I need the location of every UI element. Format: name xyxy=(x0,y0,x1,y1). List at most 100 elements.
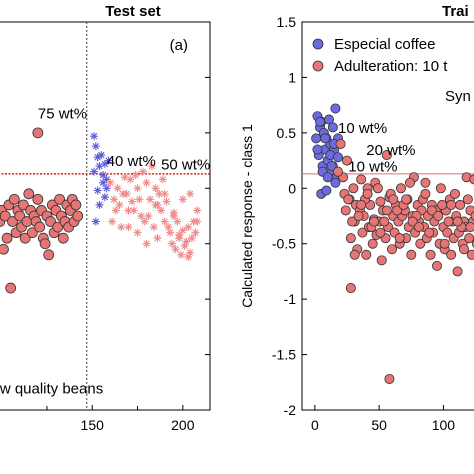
left-point-pink xyxy=(117,223,126,232)
right-point-adulteration xyxy=(356,199,367,210)
right-y-tick-label: 0 xyxy=(288,180,296,196)
right-point-adulteration xyxy=(415,238,426,249)
right-legend: Especial coffee Adulteration: 10 t Syn xyxy=(312,36,471,105)
left-point-blue xyxy=(100,193,109,202)
left-point-pink xyxy=(158,175,167,184)
right-point-adulteration xyxy=(433,210,444,221)
left-point-pink xyxy=(133,228,142,237)
right-point-especial xyxy=(330,103,341,114)
left-point xyxy=(70,199,82,211)
left-point-pink xyxy=(184,253,193,262)
right-point-adulteration xyxy=(395,183,406,194)
right-y-tick-label: 0.5 xyxy=(277,125,297,141)
right-point-adulteration xyxy=(345,233,356,244)
right-x-tick-label: 100 xyxy=(432,417,456,433)
right-y-tick-label: -0.5 xyxy=(272,236,296,252)
left-point xyxy=(45,216,56,227)
left-point-pink xyxy=(140,217,149,226)
right-point-adulteration xyxy=(437,199,448,210)
right-point-especial xyxy=(321,185,332,196)
right-point-especial xyxy=(322,172,333,183)
right-point-adulteration xyxy=(446,199,457,210)
left-point-pink xyxy=(186,189,195,198)
right-annotations: 10 wt%20 wt%10 wt% xyxy=(338,120,415,176)
left-point-pink xyxy=(166,228,175,237)
right-point-adulteration xyxy=(388,194,399,205)
right-point-especial xyxy=(327,122,338,133)
left-point xyxy=(0,243,9,255)
right-point-adulteration xyxy=(343,194,354,205)
right-point-adulteration xyxy=(332,166,343,177)
left-plot-frame xyxy=(0,21,211,411)
right-point-adulteration xyxy=(394,233,405,244)
right-point-adulteration xyxy=(375,196,386,207)
right-point-adulteration xyxy=(458,244,469,255)
legend-label: Especial coffee xyxy=(334,36,435,53)
left-annotation: 40 wt% xyxy=(107,153,156,170)
right-point-adulteration xyxy=(361,249,372,260)
left-point-pink xyxy=(151,200,160,209)
right-point-adulteration xyxy=(381,150,392,161)
left-point-blue xyxy=(91,142,100,151)
right-point-adulteration xyxy=(348,183,359,194)
left-point-pink xyxy=(153,234,162,243)
left-point-pink xyxy=(175,230,184,239)
right-point-especial xyxy=(311,133,322,144)
left-annotation: 50 wt% xyxy=(161,156,210,173)
right-point-adulteration xyxy=(470,211,474,221)
left-point-blue xyxy=(90,167,99,176)
left-point-pink xyxy=(177,250,186,259)
left-point-pink xyxy=(157,206,166,215)
right-point-adulteration xyxy=(426,205,437,216)
right-point-adulteration xyxy=(384,373,395,384)
left-point-pink xyxy=(131,170,140,179)
right-y-tick-label: -1.5 xyxy=(272,347,296,363)
left-point-pink xyxy=(146,195,155,204)
right-point-adulteration xyxy=(381,205,392,216)
right-point-adulteration xyxy=(356,174,367,185)
right-point-especial xyxy=(326,161,337,172)
left-point-pink xyxy=(142,178,151,187)
left-point-pink xyxy=(187,234,196,243)
left-point-blue xyxy=(95,200,104,209)
right-point-adulteration xyxy=(357,227,368,238)
left-panel-title: Test set xyxy=(105,3,161,20)
right-point-adulteration xyxy=(335,138,346,149)
left-point-pink xyxy=(108,217,117,226)
left-point-pink xyxy=(149,223,158,232)
right-point-especial xyxy=(312,144,323,155)
right-x-tick-label: 50 xyxy=(371,417,387,433)
left-point-pink xyxy=(148,162,157,171)
left-point-pink xyxy=(135,195,144,204)
left-point-pink xyxy=(193,206,202,215)
left-point xyxy=(0,210,11,222)
right-point-adulteration xyxy=(464,233,474,244)
left-point-pink xyxy=(184,223,193,232)
legend-marker xyxy=(312,38,324,50)
left-point-blue xyxy=(97,151,106,160)
right-point-adulteration xyxy=(362,188,373,199)
left-point xyxy=(52,221,64,233)
legend-label: Adulteration: 10 t xyxy=(334,58,448,75)
right-y-ticks: 1.5 1 0.5 0 -0.5 -1 -1.5 -2 xyxy=(272,14,307,418)
left-point xyxy=(14,210,26,222)
right-y-axis-label: Calculated response - class 1 xyxy=(239,124,255,308)
right-point-adulteration xyxy=(349,249,360,260)
right-point-adulteration xyxy=(368,216,379,227)
left-point xyxy=(43,249,55,261)
left-point-pink xyxy=(113,184,122,193)
left-point-blue xyxy=(90,132,99,141)
right-point-adulteration xyxy=(443,216,454,227)
left-point xyxy=(17,199,29,211)
left-point-pink xyxy=(162,197,171,206)
right-point-adulteration xyxy=(455,199,466,210)
right-point-adulteration xyxy=(341,155,352,166)
right-point-adulteration xyxy=(420,177,431,188)
left-point-pink xyxy=(191,228,200,237)
right-point-adulteration xyxy=(466,249,474,260)
right-point-adulteration xyxy=(465,222,474,233)
left-point-blue xyxy=(104,156,113,165)
left-point-pink xyxy=(193,217,202,226)
left-point xyxy=(32,127,44,139)
